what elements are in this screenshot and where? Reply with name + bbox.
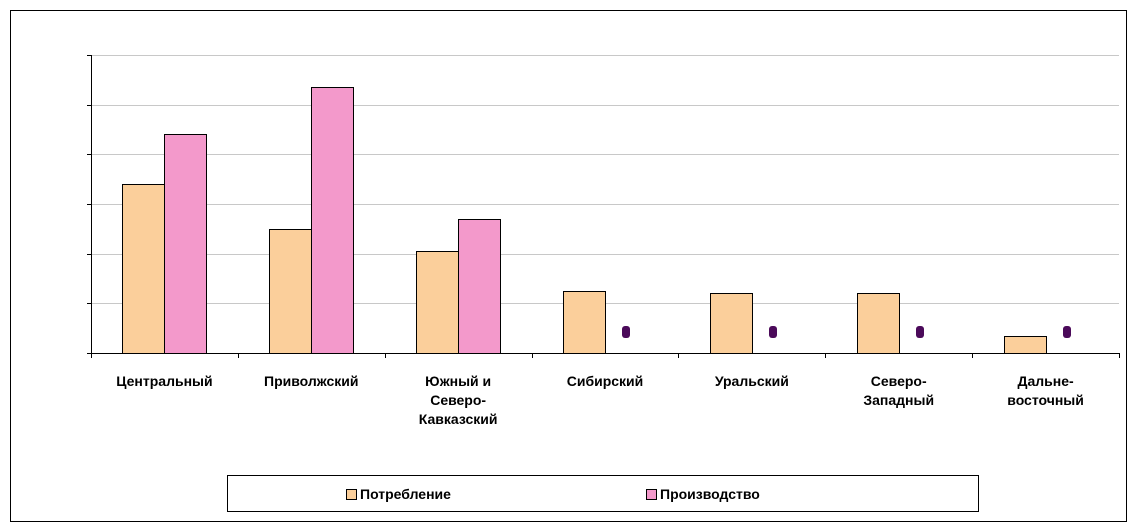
category-labels: Центральный Приволжский Южный и Северо- Кавк… (116, 373, 1084, 427)
bars (122, 87, 1071, 354)
category-label-line: Южный и (425, 373, 491, 389)
category-label: Приволжский (264, 373, 359, 389)
category-label-line: Кавказский (419, 411, 498, 427)
bar-consumption (710, 293, 753, 354)
category-label: Дальне-восточный (1007, 373, 1084, 408)
category-label-line: Западный (863, 392, 934, 408)
category-label-line: Дальне- (1017, 373, 1074, 389)
gridlines (91, 55, 1119, 304)
category-label-line: восточный (1007, 392, 1084, 408)
legend: Потребление Производство (227, 475, 979, 512)
bar-consumption (1004, 336, 1047, 354)
bar-production (164, 134, 207, 354)
category-label-line: Уральский (715, 373, 789, 389)
category-label-line: Центральный (116, 373, 212, 389)
legend-swatch-consumption (346, 488, 357, 500)
bar-production (458, 219, 501, 354)
category-label-line: Приволжский (264, 373, 359, 389)
category-label-line: Северо- (871, 373, 927, 389)
legend-item-consumption: Потребление (346, 485, 451, 503)
category-label: Северо- Западный (863, 373, 934, 408)
category-label: Сибирский (567, 373, 644, 389)
bar-production (311, 87, 354, 354)
bar-consumption (269, 229, 312, 354)
category-label-line: Северо- (430, 392, 486, 408)
zero-value-marker (769, 326, 777, 338)
chart-frame: Центральный Приволжский Южный и Северо- Кавк… (10, 10, 1127, 522)
bar-chart: Центральный Приволжский Южный и Северо- Кавк… (87, 55, 1120, 427)
legend-swatch-production (646, 488, 657, 500)
bar-consumption (416, 251, 459, 354)
zero-value-marker (622, 326, 630, 338)
bar-consumption (857, 293, 900, 354)
category-label: Южный и Северо- Кавказский (419, 373, 498, 427)
bar-consumption (122, 184, 165, 354)
category-label: Центральный (116, 373, 212, 389)
legend-label-consumption: Потребление (360, 486, 451, 502)
axes (87, 55, 1120, 358)
category-label-line: Сибирский (567, 373, 644, 389)
legend-label-production: Производство (660, 486, 760, 502)
zero-value-marker (916, 326, 924, 338)
category-label: Уральский (715, 373, 789, 389)
legend-item-production: Производство (646, 485, 760, 503)
bar-consumption (563, 291, 606, 354)
zero-value-marker (1063, 326, 1071, 338)
